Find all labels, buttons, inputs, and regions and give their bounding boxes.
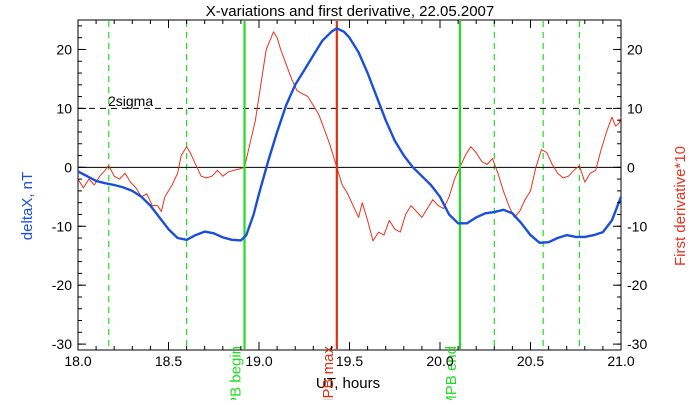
series-deltax-line — [77, 27, 623, 245]
y-tick-label-right-2: -10 — [627, 218, 647, 234]
y-tick-label-right-5: 20 — [627, 41, 643, 57]
plot-layer: MPB begin MPB max MPB end 18.0 18.5 19.0 19.5 2… — [52, 19, 647, 405]
y-tick-label-right-4: 10 — [627, 100, 643, 116]
y-tick-label-left-3: 0 — [64, 159, 72, 175]
y-tick-label-right-0: -30 — [627, 336, 647, 352]
x-axis-label: UT, hours — [316, 375, 380, 392]
y-tick-label-left-5: 20 — [56, 41, 72, 57]
y-tick-label-left-0: -30 — [52, 336, 72, 352]
x-tick-label-0: 18.0 — [64, 353, 91, 369]
y-axis-right-label: First derivative*10 — [672, 146, 689, 266]
y-axis-left-label: deltaX, nT — [19, 172, 36, 240]
marker-label-2: MPB end — [443, 346, 460, 400]
x-tick-label-4: 20.0 — [426, 353, 453, 369]
chart-title: X-variations and first derivative, 22.05… — [206, 3, 495, 20]
x-tick-label-6: 21.0 — [607, 353, 634, 369]
threshold-label: 2sigma — [108, 93, 153, 109]
marker-label-0: MPB begin — [228, 346, 245, 400]
y-tick-label-right-1: -20 — [627, 277, 647, 293]
x-tick-label-3: 19.5 — [336, 353, 363, 369]
y-tick-label-left-2: -10 — [52, 218, 72, 234]
x-tick-label-5: 20.5 — [517, 353, 544, 369]
y-tick-label-left-1: -20 — [52, 277, 72, 293]
marker-label-1: MPB max — [320, 346, 337, 400]
x-tick-label-2: 19.0 — [245, 353, 272, 369]
x-tick-label-1: 18.5 — [155, 353, 182, 369]
plot-frame — [77, 19, 622, 351]
series-derivative-line — [77, 31, 622, 242]
y-tick-label-right-3: 0 — [627, 159, 635, 175]
y-tick-label-left-4: 10 — [56, 100, 72, 116]
